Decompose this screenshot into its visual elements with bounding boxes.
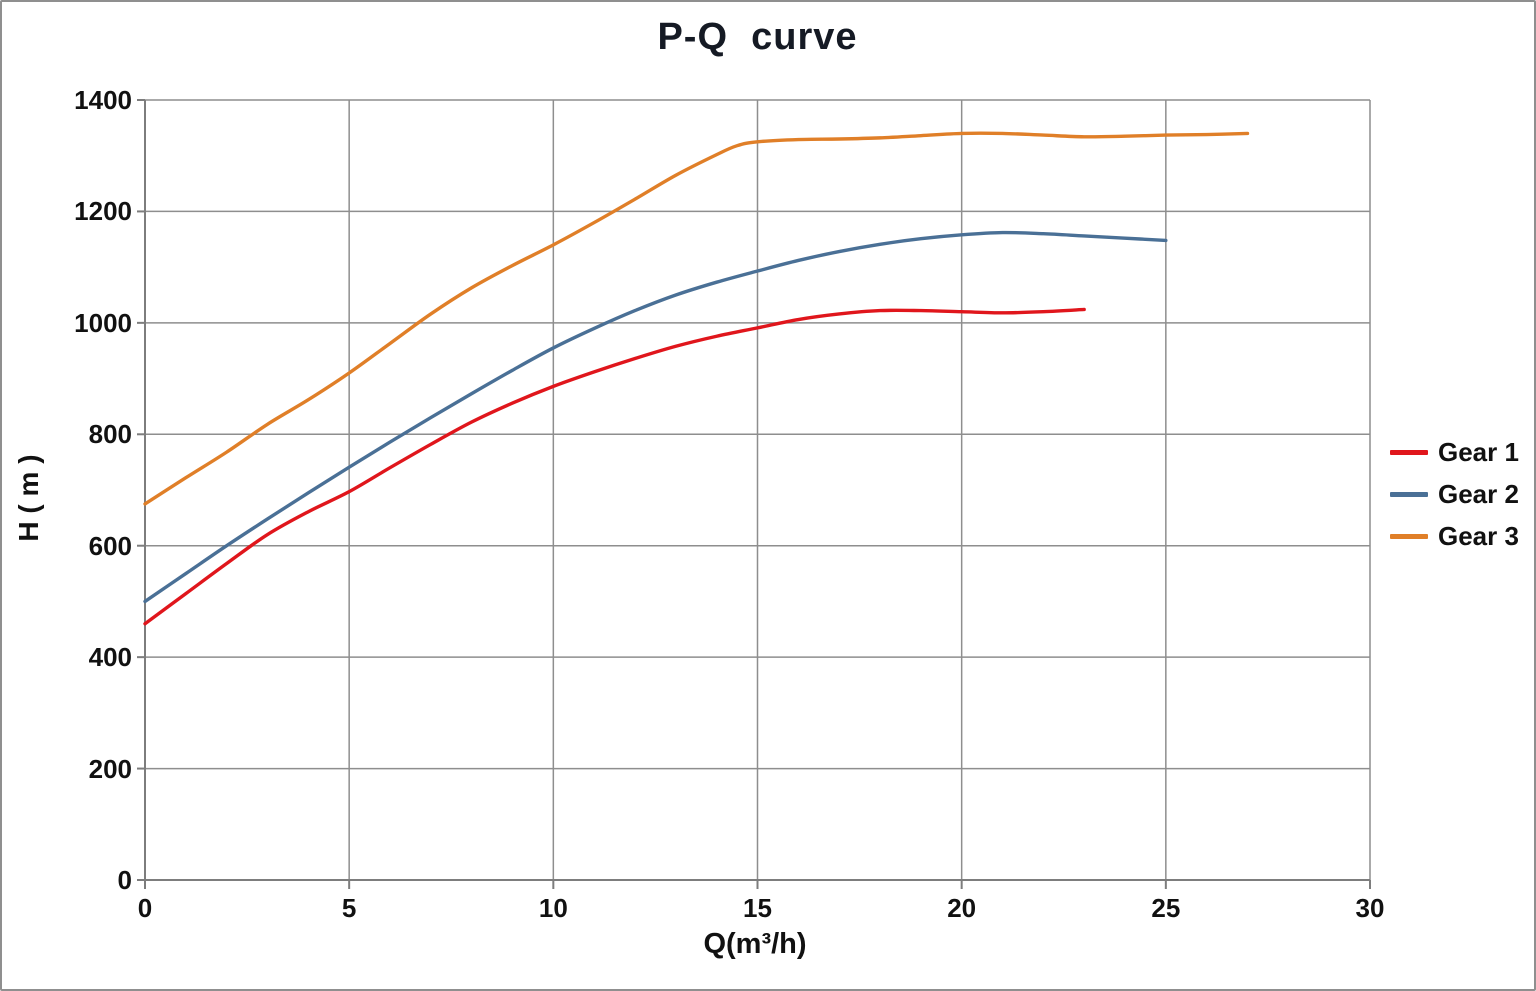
legend-item-gear-1: Gear 1 — [1390, 438, 1530, 466]
x-axis-title: Q(m³/h) — [703, 928, 807, 960]
x-tick-label-15: 15 — [743, 893, 772, 923]
x-tick-label-5: 5 — [341, 893, 357, 923]
legend-label-gear-2: Gear 2 — [1438, 479, 1519, 509]
y-tick-label-1200: 1200 — [74, 196, 132, 227]
series-curve-gear-2 — [143, 230, 1168, 604]
y-tick-label-800: 800 — [88, 419, 132, 450]
legend-swatch-gear-2 — [1390, 491, 1428, 497]
y-tick-label-0: 0 — [117, 865, 132, 895]
x-tick-label-0: 0 — [137, 893, 153, 923]
y-axis-title: H ( m ) — [13, 454, 44, 542]
y-tick-label-1000: 1000 — [74, 307, 132, 338]
y-tick-label-1400: 1400 — [74, 85, 132, 115]
x-tick-label-25: 25 — [1151, 893, 1181, 923]
y-tick-label-400: 400 — [88, 642, 132, 673]
legend-item-gear-2: Gear 2 — [1390, 480, 1530, 508]
legend-item-gear-3: Gear 3 — [1390, 522, 1530, 550]
x-tick-label-20: 20 — [947, 893, 977, 923]
series-curve-gear-3 — [143, 131, 1250, 506]
chart-title: P-Q curve — [657, 16, 858, 58]
legend: Gear 1 Gear 2 Gear 3 — [1390, 438, 1530, 564]
y-tick-label-600: 600 — [88, 530, 132, 561]
legend-label-gear-1: Gear 1 — [1438, 437, 1519, 467]
y-tick-label-200: 200 — [88, 753, 132, 784]
legend-swatch-gear-3 — [1390, 533, 1428, 539]
series-curve-gear-1 — [143, 307, 1086, 626]
x-tick-label-10: 10 — [538, 893, 568, 923]
x-tick-label-30: 30 — [1355, 893, 1385, 923]
legend-label-gear-3: Gear 3 — [1438, 521, 1519, 551]
legend-swatch-gear-1 — [1390, 449, 1428, 455]
